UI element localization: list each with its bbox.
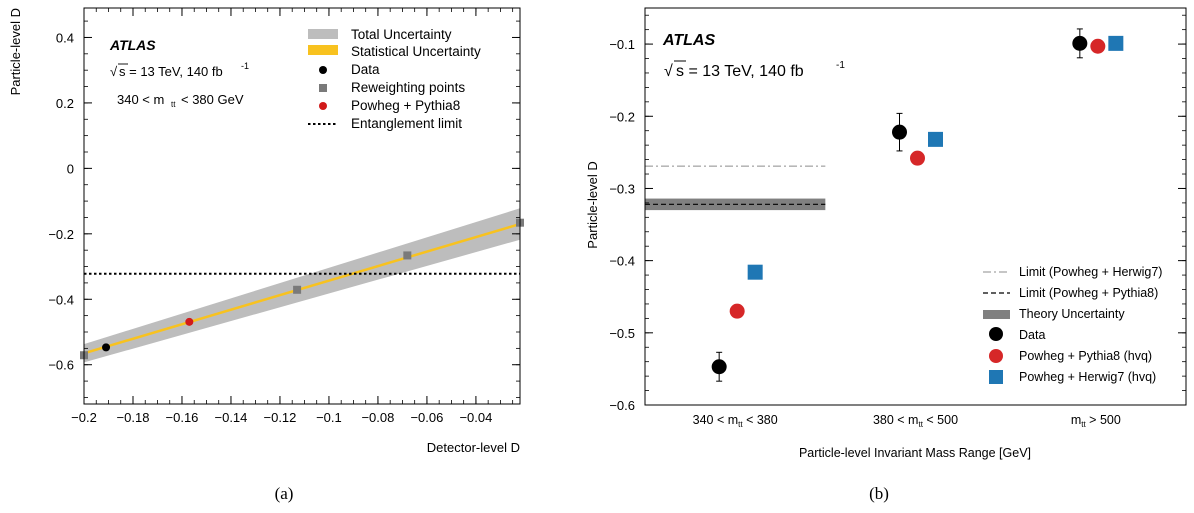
x-tick-label: −0.14 — [215, 410, 248, 425]
legend-label-pythia-limit: Limit (Powheg + Pythia8) — [1019, 286, 1158, 300]
x-tick-label: −0.16 — [166, 410, 199, 425]
data-point — [1072, 35, 1088, 51]
y-tick-label: −0.2 — [609, 109, 635, 124]
x-tick-label: −0.06 — [410, 410, 443, 425]
legend-label-herwig-limit: Limit (Powheg + Herwig7) — [1019, 265, 1162, 279]
panel-caption-b: (b) — [869, 484, 889, 503]
sqrt-symbol: √ — [664, 63, 673, 80]
x-axis-label: Particle-level Invariant Mass Range [GeV… — [799, 446, 1031, 460]
x-tick-label: −0.18 — [117, 410, 150, 425]
data-point — [711, 359, 727, 375]
data-point — [102, 343, 111, 352]
legend-marker-reweight — [319, 84, 327, 92]
energy-text: s = 13 TeV, 140 fb — [676, 63, 804, 80]
x-tick-label: −0.04 — [459, 410, 492, 425]
legend-a: Total Uncertainty Statistical Uncertaint… — [308, 27, 481, 131]
region-main: 340 < m — [117, 92, 164, 107]
region-sub: tt — [171, 100, 176, 109]
y-tick-label: 0.4 — [56, 30, 74, 45]
energy-label: √ s = 13 TeV, 140 fb -1 — [110, 61, 249, 79]
legend-swatch-total — [308, 29, 338, 39]
legend-label-data: Data — [1019, 328, 1045, 342]
legend-marker-pythia — [989, 349, 1003, 363]
energy-text: s = 13 TeV, 140 fb — [119, 64, 223, 79]
legend-label-data: Data — [351, 62, 380, 77]
y-tick-label: −0.3 — [609, 181, 635, 196]
y-axis-ticks: −0.6 −0.4 −0.2 0 0.2 0.4 — [48, 20, 520, 398]
powheg-pythia8-point — [185, 317, 194, 326]
legend-marker-data — [319, 66, 327, 74]
legend-label-theory: Theory Uncertainty — [1019, 307, 1125, 321]
limit-lines — [645, 165, 826, 205]
statistical-uncertainty-band — [84, 222, 520, 355]
y-tick-label: −0.5 — [609, 326, 635, 341]
powheg-pythia8-point — [1090, 38, 1106, 54]
plot-frame — [83, 7, 521, 405]
legend-marker-data — [989, 327, 1003, 341]
y-tick-label: 0 — [67, 161, 74, 176]
region-label: 340 < m tt < 380 GeV — [117, 92, 244, 109]
legend-label-herwig: Powheg + Herwig7 (hvq) — [1019, 370, 1156, 384]
x-tick-label: −0.1 — [316, 410, 342, 425]
panel-caption-a: (a) — [275, 484, 294, 503]
region-tail: < 380 GeV — [181, 92, 244, 107]
atlas-label: ATLAS — [109, 37, 156, 53]
y-axis-ticks: −0.6 −0.5 −0.4 −0.3 −0.2 −0.1 — [609, 14, 1186, 413]
y-tick-label: −0.4 — [48, 292, 74, 307]
x-tick-label: −0.12 — [264, 410, 297, 425]
y-axis-label: Particle-level D — [585, 161, 600, 248]
y-tick-label: −0.4 — [609, 254, 635, 269]
points-layer — [711, 28, 1124, 382]
legend-label-stat: Statistical Uncertainty — [351, 44, 481, 59]
y-axis-label: Particle-level D — [8, 8, 23, 95]
sqrt-symbol: √ — [110, 64, 118, 79]
x-axis-ticks: −0.2 −0.18 −0.16 −0.14 −0.12 −0.1 −0.08 −0.06 −0… — [71, 8, 514, 425]
y-tick-label: −0.2 — [48, 227, 74, 242]
plot-frame — [644, 7, 1187, 406]
lumi-superscript: -1 — [241, 61, 249, 71]
powheg-herwig7-point — [928, 131, 943, 147]
y-tick-label: −0.6 — [48, 358, 74, 373]
powheg-herwig7-point — [747, 264, 763, 280]
x-tick-label: −0.08 — [361, 410, 394, 425]
legend-marker-herwig — [989, 370, 1003, 384]
y-tick-label: −0.1 — [609, 37, 635, 52]
y-tick-label: 0.2 — [56, 96, 74, 111]
category-label: 380 < mtt < 500 — [873, 413, 958, 429]
statistical-uncertainty-area — [84, 222, 520, 355]
legend-label-limit: Entanglement limit — [351, 116, 462, 131]
data-point — [892, 124, 907, 140]
panel-a: −0.2 −0.18 −0.16 −0.14 −0.12 −0.1 −0.08 −0.06 −0… — [8, 7, 524, 503]
legend-swatch-stat — [308, 45, 338, 55]
x-axis-category-labels: 340 < mtt < 380 380 < mtt < 500 mtt > 500 — [693, 413, 1121, 429]
reweighting-point — [403, 251, 412, 260]
legend-swatch-theory — [983, 310, 1010, 319]
atlas-label: ATLAS — [662, 32, 715, 49]
energy-label: √ s = 13 TeV, 140 fb -1 — [664, 60, 845, 80]
total-uncertainty-band — [84, 208, 520, 363]
powheg-pythia8-point — [910, 150, 925, 166]
powheg-pythia8-point — [729, 303, 745, 319]
legend-label-total: Total Uncertainty — [351, 27, 452, 42]
legend-label-reweight: Reweighting points — [351, 80, 465, 95]
legend-b: Limit (Powheg + Herwig7) Limit (Powheg +… — [983, 265, 1162, 384]
panel-b: −0.6 −0.5 −0.4 −0.3 −0.2 −0.1 340 < mtt < 380… — [585, 7, 1187, 503]
legend-marker-powheg — [319, 102, 327, 110]
category-label: mtt > 500 — [1071, 413, 1121, 429]
x-tick-label: −0.2 — [71, 410, 97, 425]
total-uncertainty-area — [84, 208, 520, 363]
reweighting-point — [293, 285, 302, 294]
powheg-herwig7-point — [1108, 35, 1124, 51]
x-axis-label: Detector-level D — [427, 440, 520, 455]
lumi-superscript: -1 — [836, 60, 845, 71]
legend-label-powheg: Powheg + Pythia8 — [351, 98, 460, 113]
legend-label-pythia: Powheg + Pythia8 (hvq) — [1019, 349, 1152, 363]
y-tick-label: −0.6 — [609, 398, 635, 413]
category-label: 340 < mtt < 380 — [693, 413, 778, 429]
